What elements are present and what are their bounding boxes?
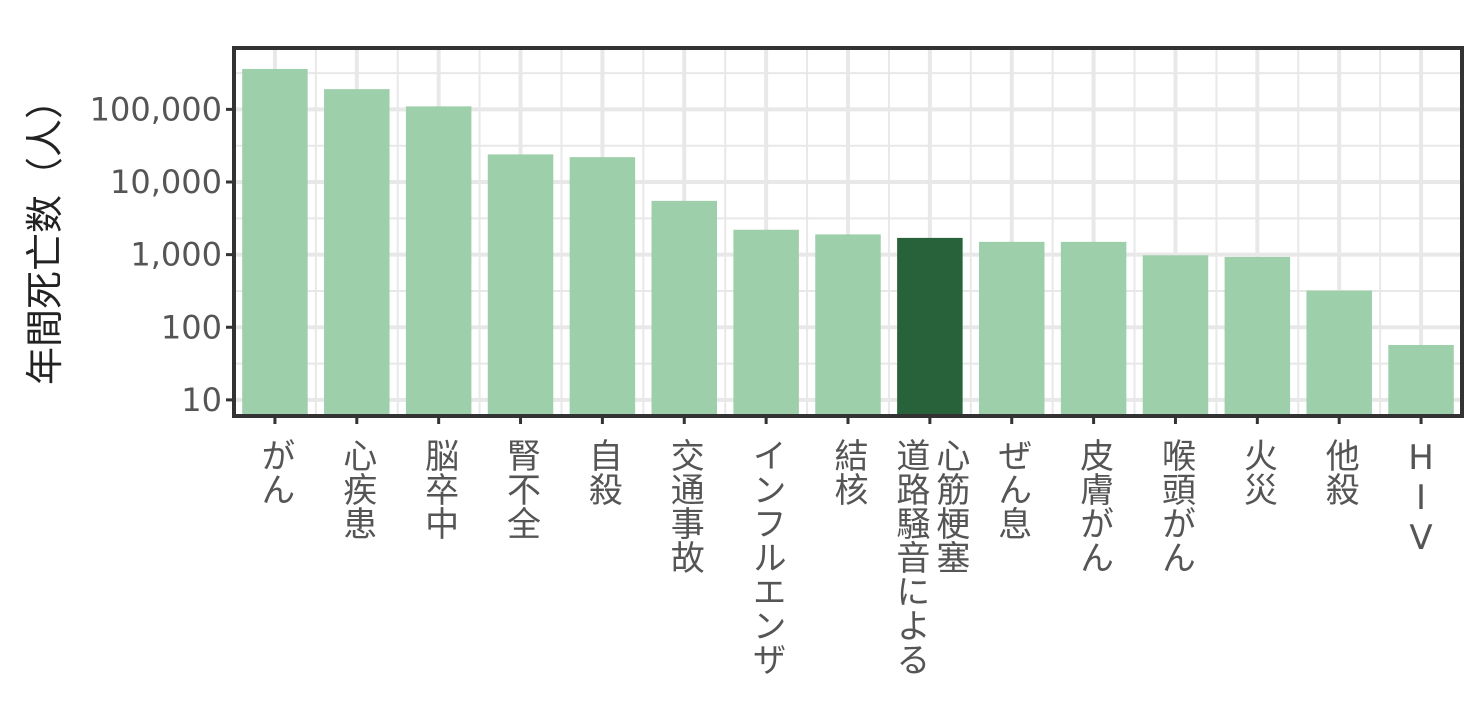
bar — [405, 106, 472, 417]
bar — [487, 154, 554, 416]
y-tick-label: 1,000 — [130, 236, 222, 274]
bar — [1060, 241, 1127, 416]
x-category-label: 交通事故 — [664, 438, 704, 574]
bar — [1306, 290, 1372, 416]
y-axis-label: 年間死亡数（人） — [23, 81, 67, 385]
x-category-label: 喉頭がん — [1155, 438, 1195, 574]
bar — [815, 234, 881, 416]
x-category-label: 自殺 — [582, 438, 622, 506]
y-tick-label: 10 — [181, 381, 222, 419]
bar — [242, 68, 308, 416]
x-category-label: 道路騒音による — [890, 438, 930, 676]
bar — [651, 200, 718, 416]
x-category-label: ぜん息 — [992, 438, 1032, 540]
x-category-label: インフルエンザ — [746, 438, 786, 676]
x-category-label: 他殺 — [1319, 438, 1359, 506]
x-category-label: HIV — [1401, 438, 1441, 558]
bar — [569, 157, 636, 416]
y-axis-ticks: 10 100 1,000 10,000 100,000 — [90, 90, 234, 419]
x-category-label: がん — [255, 438, 295, 506]
bar — [324, 89, 390, 417]
x-axis-labels: がん 心疾患 脳卒中 腎不全 自殺 交通事故 インフルエンザ 結核 道路騒音による 心筋梗塞 ぜん息… — [255, 416, 1441, 676]
bar — [733, 229, 799, 416]
x-category-label: 心疾患 — [337, 438, 377, 540]
bars — [242, 68, 1454, 417]
bar — [1388, 344, 1454, 416]
bar — [1142, 255, 1209, 416]
bar — [1224, 256, 1291, 416]
x-category-label: 結核 — [828, 438, 868, 506]
y-tick-label: 100 — [161, 308, 222, 346]
x-category-label: 脳卒中 — [419, 438, 459, 540]
y-tick-label: 10,000 — [110, 163, 222, 201]
bar — [978, 241, 1045, 416]
bar — [897, 237, 963, 416]
x-category-label: 火災 — [1237, 438, 1277, 506]
x-category-label: 腎不全 — [501, 438, 541, 540]
x-category-label: 心筋梗塞 — [930, 438, 970, 574]
y-tick-label: 100,000 — [90, 90, 222, 128]
x-category-label: 皮膚がん — [1074, 438, 1114, 574]
